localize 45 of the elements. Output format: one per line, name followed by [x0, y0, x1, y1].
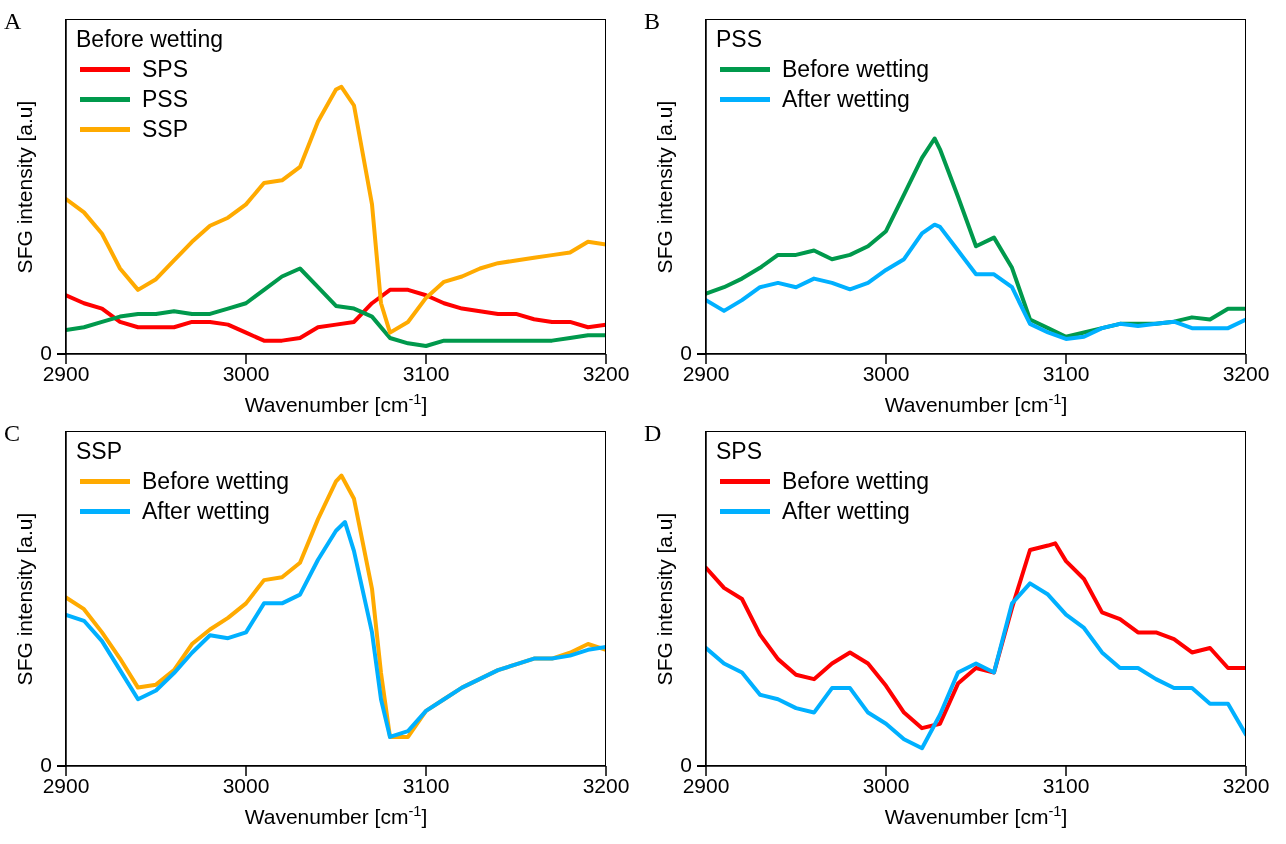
x-tick-label: 3000 [222, 361, 270, 385]
legend-label: SSP [142, 115, 189, 144]
legend-title: PSS [716, 25, 764, 54]
x-axis-title: Wavenumber [cm$^{-1}$] [884, 803, 1068, 828]
legend-title: Before wetting [76, 25, 224, 54]
x-tick-label: 3200 [582, 361, 630, 385]
chart-title: D [644, 420, 662, 447]
legend-label: After wetting [782, 497, 910, 526]
legend-label: Before wetting [142, 467, 290, 496]
x-tick-label: 3100 [1042, 773, 1090, 797]
x-tick-label: 3200 [582, 773, 630, 797]
y-axis-title: SFG intensity [a.u] [13, 100, 36, 274]
x-tick-label: 3100 [402, 773, 450, 797]
chart-title: B [644, 8, 661, 35]
x-tick-label: 3100 [1042, 361, 1090, 385]
chart-title: A [4, 8, 22, 35]
x-tick-label: 2900 [42, 773, 90, 797]
legend-label: PSS [142, 85, 189, 114]
legend-label: SPS [142, 55, 189, 84]
x-tick-label: 3000 [862, 361, 910, 385]
x-tick-label: 2900 [682, 773, 730, 797]
y-axis-title: SFG intensity [a.u] [13, 512, 36, 686]
x-tick-label: 3000 [222, 773, 270, 797]
text: 0 [680, 341, 692, 364]
y-axis-title: SFG intensity [a.u] [653, 100, 676, 274]
legend-label: After wetting [782, 85, 910, 114]
x-axis-title: Wavenumber [cm$^{-1}$] [884, 391, 1068, 416]
x-tick-label: 2900 [42, 361, 90, 385]
text: 0 [40, 753, 52, 776]
y-axis-title: SFG intensity [a.u] [653, 512, 676, 686]
x-axis-title: Wavenumber [cm$^{-1}$] [244, 803, 428, 828]
legend-title: SPS [716, 437, 764, 466]
text: 0 [40, 341, 52, 364]
legend-label: After wetting [142, 497, 270, 526]
x-tick-label: 3200 [1222, 361, 1270, 385]
chart-title: C [4, 420, 21, 447]
text: 0 [680, 753, 692, 776]
legend-title: SSP [76, 437, 124, 466]
x-axis-title: Wavenumber [cm$^{-1}$] [244, 391, 428, 416]
x-tick-label: 3000 [862, 773, 910, 797]
legend-label: Before wetting [782, 467, 930, 496]
x-tick-label: 2900 [682, 361, 730, 385]
legend-label: Before wetting [782, 55, 930, 84]
x-tick-label: 3100 [402, 361, 450, 385]
x-tick-label: 3200 [1222, 773, 1270, 797]
